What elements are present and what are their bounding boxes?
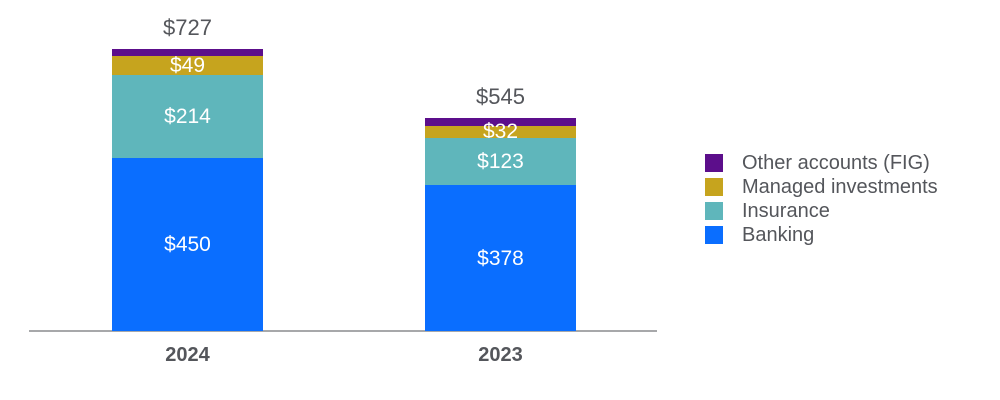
- legend-label: Insurance: [742, 200, 830, 222]
- chart-legend: Other accounts (FIG) Managed investments I…: [705, 152, 938, 250]
- bar-2024: $727 $49 $214 $450: [112, 15, 263, 331]
- segment-value-label: $123: [477, 150, 524, 174]
- bar-2023: $545 $32 $123 $378: [425, 84, 576, 331]
- legend-item-insurance: Insurance: [705, 200, 938, 222]
- segment-insurance-2023: $123: [425, 138, 576, 186]
- legend-label: Banking: [742, 224, 815, 246]
- segment-insurance-2024: $214: [112, 75, 263, 158]
- x-axis-label-2023: 2023: [478, 344, 523, 366]
- segment-value-label: $32: [482, 120, 519, 144]
- segment-banking-2024: $450: [112, 157, 263, 331]
- legend-label: Managed investments: [742, 176, 938, 198]
- total-label-2024: $727: [163, 14, 212, 40]
- segment-managed-investments-2023: $32: [425, 121, 576, 142]
- segment-value-label: $214: [164, 104, 211, 128]
- segment-value-label: $378: [477, 246, 524, 270]
- segment-banking-2023: $378: [425, 185, 576, 331]
- segment-value-label: $450: [164, 232, 211, 256]
- legend-swatch-icon: [705, 154, 723, 172]
- legend-swatch-icon: [705, 226, 723, 244]
- legend-swatch-icon: [705, 178, 723, 196]
- legend-label: Other accounts (FIG): [742, 152, 930, 174]
- legend-item-banking: Banking: [705, 224, 938, 246]
- x-axis-label-2024: 2024: [165, 344, 210, 366]
- segment-other-accounts-fig-2024: [112, 48, 263, 57]
- legend-item-other-accounts-fig: Other accounts (FIG): [705, 152, 938, 174]
- total-label-2023: $545: [476, 84, 525, 110]
- segment-managed-investments-2024: $49: [112, 54, 263, 78]
- x-axis-line: [29, 330, 657, 332]
- segment-other-accounts-fig-2023: [425, 118, 576, 126]
- legend-swatch-icon: [705, 202, 723, 220]
- segment-value-label: $49: [169, 54, 206, 78]
- legend-item-managed-investments: Managed investments: [705, 176, 938, 198]
